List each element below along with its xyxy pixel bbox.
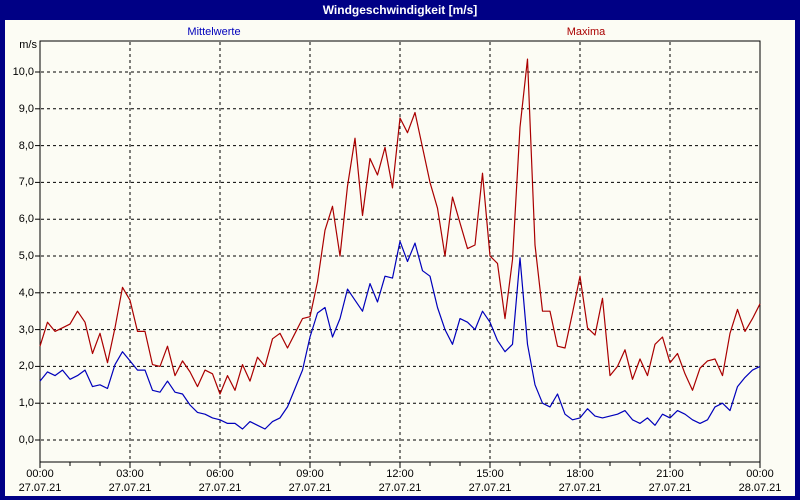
x-tick-time-label: 03:00 <box>116 468 144 480</box>
x-tick-date-label: 28.07.21 <box>738 482 782 494</box>
legend-max-label: Maxima <box>566 26 606 38</box>
y-tick-label: 10,0 <box>12 66 34 78</box>
x-tick-date-label: 27.07.21 <box>18 482 62 494</box>
y-axis-unit-label: m/s <box>19 39 37 51</box>
x-tick-time-label: 00:00 <box>746 468 774 480</box>
y-tick-label: 6,0 <box>18 213 34 226</box>
series-Mittelwerte <box>39 240 761 430</box>
x-tick-date-label: 27.07.21 <box>378 482 422 494</box>
y-tick-label: 9,0 <box>18 102 34 115</box>
y-tick-label: 8,0 <box>18 139 34 152</box>
x-tick-date-label: 27.07.21 <box>468 482 512 494</box>
x-tick-time-label: 12:00 <box>386 468 414 480</box>
page-title: Windgeschwindigkeit [m/s] <box>322 3 478 17</box>
y-tick-label: 3,0 <box>18 323 34 336</box>
legend-mean-label: Mittelwerte <box>187 26 241 38</box>
title-bar: Windgeschwindigkeit [m/s] <box>0 0 800 20</box>
y-tick-label: 5,0 <box>18 250 34 262</box>
y-tick-label: 1,0 <box>18 397 34 410</box>
x-tick-date-label: 27.07.21 <box>108 482 152 494</box>
x-tick-time-label: 06:00 <box>206 468 234 480</box>
x-tick-date-label: 27.07.21 <box>558 482 602 494</box>
x-tick-date-label: 27.07.21 <box>648 482 692 494</box>
x-tick-time-label: 21:00 <box>656 468 684 480</box>
y-tick-label: 7,0 <box>18 176 34 189</box>
y-tick-label: 2,0 <box>18 360 34 373</box>
y-tick-label: 4,0 <box>18 286 34 299</box>
series-Maxima <box>39 58 761 395</box>
x-tick-time-label: 15:00 <box>476 468 504 480</box>
x-tick-time-label: 09:00 <box>296 468 324 480</box>
x-tick-date-label: 27.07.21 <box>288 482 332 494</box>
x-tick-time-label: 18:00 <box>566 468 594 480</box>
x-tick-time-label: 00:00 <box>26 468 54 480</box>
y-tick-label: 0,0 <box>18 434 34 446</box>
x-tick-date-label: 27.07.21 <box>198 482 242 494</box>
